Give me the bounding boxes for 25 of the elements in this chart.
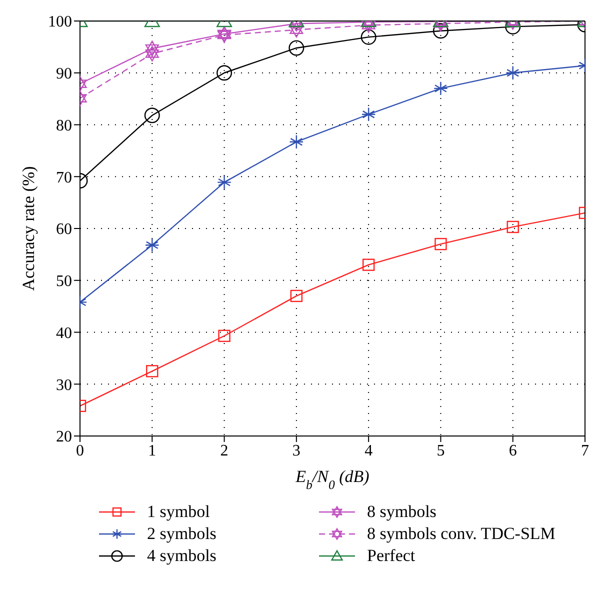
legend-label: 2 symbols [147,524,216,544]
y-tick-label: 30 [56,376,72,394]
x-tick-label: 6 [508,442,517,460]
x-tick-label: 4 [364,442,373,460]
y-axis-title: Accuracy rate (%) [19,166,38,291]
x-tick-label: 3 [292,442,300,460]
x-tick-label: 1 [148,442,156,460]
x-tick-label: 0 [76,442,84,460]
y-tick-label: 20 [56,428,72,446]
x-axis-title: E$_{b}$/N$_{0}$ (dB) [294,467,370,492]
y-tick-label: 90 [56,66,72,83]
y-tick-label: 60 [56,221,72,238]
y-tick-label: 40 [56,324,72,342]
legend-label: 4 symbols [147,546,216,566]
y-tick-label: 100 [48,14,72,31]
legend-label: 8 symbols [367,502,436,522]
y-tick-label: 80 [56,117,72,134]
x-tick-label: 7 [581,442,589,460]
legend-label: 8 symbols conv. TDC-SLM [367,524,556,544]
legend-label: 1 symbol [147,502,210,522]
x-tick-label: 5 [436,442,445,460]
y-tick-label: 50 [56,273,72,290]
legend-label: Perfect [367,546,416,566]
y-tick-label: 70 [56,169,72,186]
x-tick-label: 2 [220,442,228,460]
